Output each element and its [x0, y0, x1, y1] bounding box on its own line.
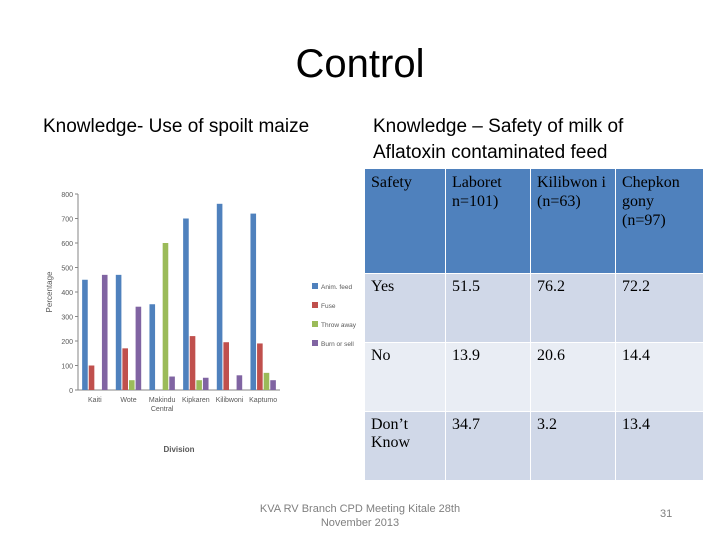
bar-anim-feed — [183, 218, 189, 390]
x-axis-label: Division — [163, 445, 194, 454]
y-tick-label: 500 — [61, 266, 73, 273]
bar-anim-feed — [82, 279, 88, 390]
bar-anim-feed — [250, 213, 257, 390]
table-cell: 34.7 — [445, 411, 531, 481]
table-cell: 76.2 — [530, 273, 616, 343]
left-heading: Knowledge- Use of spoilt maize — [43, 116, 310, 137]
bar-fuse — [189, 336, 196, 390]
bar-burn-or-sell — [236, 375, 243, 390]
y-tick-label: 600 — [61, 241, 73, 248]
header-kilibwoni: Kilibwon i (n=63) — [530, 168, 616, 274]
table-cell: 14.4 — [615, 342, 704, 412]
y-tick-label: 400 — [61, 290, 73, 297]
legend-label: Anim. feed — [321, 284, 352, 291]
legend-label: Burn or sell — [321, 341, 354, 348]
y-tick-label: 700 — [61, 217, 73, 224]
table-header-row: Safety Laboret n=101) Kilibwon i (n=63) … — [364, 168, 704, 274]
footer-text: KVA RV Branch CPD Meeting Kitale 28th No… — [259, 503, 461, 529]
bar-throw-away — [129, 380, 135, 390]
x-tick-label: Makindu — [149, 397, 176, 404]
bar-burn-or-sell — [135, 306, 142, 390]
legend-swatch — [312, 321, 318, 327]
x-tick-label: Central — [151, 406, 174, 413]
table-cell: 3.2 — [530, 411, 616, 481]
y-axis-label: Percentage — [45, 271, 54, 312]
bar-anim-feed — [216, 203, 223, 390]
legend-swatch — [312, 340, 318, 346]
right-heading: Knowledge – Safety of milk of Aflatoxin … — [373, 116, 624, 163]
y-tick-label: 0 — [69, 388, 73, 395]
milk-safety-table: Safety Laboret n=101) Kilibwon i (n=63) … — [364, 168, 704, 481]
table-cell: 51.5 — [445, 273, 531, 343]
bar-fuse — [257, 343, 263, 390]
bar-throw-away — [263, 372, 270, 390]
table-cell: 20.6 — [530, 342, 616, 412]
bar-throw-away — [196, 380, 202, 390]
y-tick-label: 200 — [61, 339, 73, 346]
spoilt-maize-chart: 0 100 200 300 400 500 600 700 800 Percentage Kaiti… — [36, 180, 362, 458]
legend-label: Throw away — [321, 322, 357, 329]
table-row: Yes 51.5 76.2 72.2 — [364, 273, 704, 343]
table-cell: 13.4 — [615, 411, 704, 481]
header-laboret: Laboret n=101) — [445, 168, 531, 274]
bar-fuse — [122, 348, 128, 390]
page-number: 31 — [660, 508, 673, 520]
table-row: Don’t Know 34.7 3.2 13.4 — [364, 411, 704, 481]
x-tick-label: Kilibwoni — [216, 397, 244, 404]
chart-svg: 0 100 200 300 400 500 600 700 800 Percentage Kaiti… — [45, 192, 357, 454]
x-tick-label: Kaptumo — [249, 397, 277, 404]
bar-fuse — [223, 342, 229, 390]
y-tick-label: 100 — [61, 364, 73, 371]
slide-title: Control — [295, 42, 425, 86]
bar-burn-or-sell — [270, 380, 276, 390]
header-safety: Safety — [364, 168, 446, 274]
table-cell: 13.9 — [445, 342, 531, 412]
table-row: No 13.9 20.6 14.4 — [364, 342, 704, 412]
table-cell: No — [364, 342, 446, 412]
bar-burn-or-sell — [169, 376, 175, 390]
table-cell: Yes — [364, 273, 446, 343]
legend-swatch — [312, 283, 318, 289]
y-tick-label: 300 — [61, 315, 73, 322]
bar-fuse — [88, 365, 95, 390]
bar-anim-feed — [115, 274, 122, 390]
bar-burn-or-sell — [101, 274, 108, 390]
table-cell: Don’t Know — [364, 411, 446, 481]
bar-throw-away — [162, 243, 169, 390]
x-tick-label: Kipkaren — [182, 397, 210, 404]
y-tick-label: 800 — [61, 192, 73, 199]
header-chepkongony: Chepkon gony (n=97) — [615, 168, 704, 274]
legend-label: Fuse — [321, 303, 336, 310]
legend-swatch — [312, 302, 318, 308]
bar-anim-feed — [149, 304, 156, 390]
x-tick-label: Kaiti — [88, 397, 102, 404]
bar-burn-or-sell — [202, 377, 209, 390]
x-tick-label: Wote — [120, 397, 136, 404]
table-cell: 72.2 — [615, 273, 704, 343]
